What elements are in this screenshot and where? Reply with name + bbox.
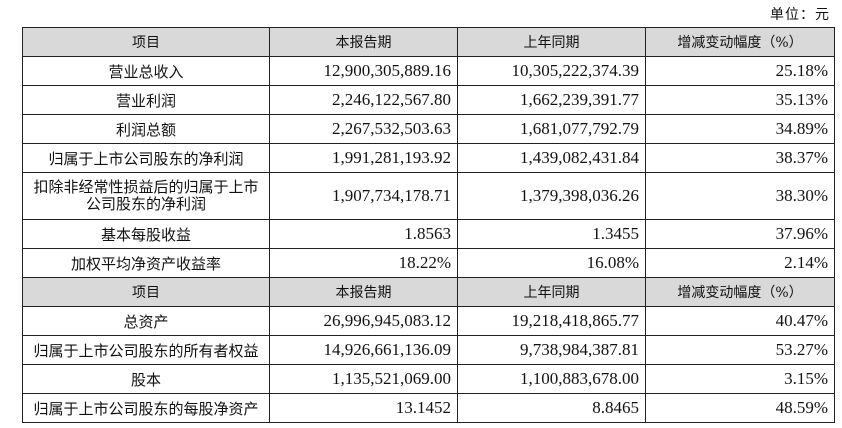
row-label: 归属于上市公司股东的所有者权益	[22, 335, 270, 365]
current-value: 1,135,521,069.00	[269, 364, 458, 394]
header-change: 增减变动幅度（%）	[645, 27, 835, 57]
row-label: 利润总额	[22, 114, 270, 144]
table-row: 股本 1,135,521,069.00 1,100,883,678.00 3.1…	[22, 364, 835, 394]
header-current: 本报告期	[269, 27, 458, 57]
change-value: 2.14%	[645, 248, 835, 278]
unit-label: 单位：元	[770, 7, 830, 23]
row-label: 营业利润	[22, 85, 270, 115]
change-value: 38.30%	[645, 172, 835, 220]
change-value: 3.15%	[645, 364, 835, 394]
table-row: 营业利润 2,246,122,567.80 1,662,239,391.77 3…	[22, 85, 835, 115]
header-item: 项目	[22, 27, 270, 57]
row-label: 加权平均净资产收益率	[22, 248, 270, 278]
header-row: 项目 本报告期 上年同期 增减变动幅度（%）	[22, 27, 835, 57]
current-value: 1,907,734,178.71	[269, 172, 458, 220]
table-row: 营业总收入 12,900,305,889.16 10,305,222,374.3…	[22, 56, 835, 86]
table-row: 归属于上市公司股东的每股净资产 13.1452 8.8465 48.59%	[22, 393, 835, 423]
previous-value: 1,379,398,036.26	[457, 172, 646, 220]
table-row: 加权平均净资产收益率 18.22% 16.08% 2.14%	[22, 248, 835, 278]
change-value: 25.18%	[645, 56, 835, 86]
table-row: 归属于上市公司股东的所有者权益 14,926,661,136.09 9,738,…	[22, 335, 835, 365]
current-value: 1,991,281,193.92	[269, 143, 458, 173]
current-value: 13.1452	[269, 393, 458, 423]
previous-value: 9,738,984,387.81	[457, 335, 646, 365]
row-label: 总资产	[22, 306, 270, 336]
financial-summary-table: 项目 本报告期 上年同期 增减变动幅度（%） 营业总收入 12,900,305,…	[22, 27, 835, 423]
previous-value: 16.08%	[457, 248, 646, 278]
change-value: 34.89%	[645, 114, 835, 144]
current-value: 2,267,532,503.63	[269, 114, 458, 144]
change-value: 38.37%	[645, 143, 835, 173]
previous-value: 10,305,222,374.39	[457, 56, 646, 86]
table-row: 基本每股收益 1.8563 1.3455 37.96%	[22, 219, 835, 249]
current-value: 14,926,661,136.09	[269, 335, 458, 365]
change-value: 40.47%	[645, 306, 835, 336]
previous-value: 19,218,418,865.77	[457, 306, 646, 336]
previous-value: 1,662,239,391.77	[457, 85, 646, 115]
table-row: 扣除非经常性损益后的归属于上市公司股东的净利润 1,907,734,178.71…	[22, 172, 835, 220]
previous-value: 1,100,883,678.00	[457, 364, 646, 394]
row-label: 归属于上市公司股东的每股净资产	[22, 393, 270, 423]
current-value: 1.8563	[269, 219, 458, 249]
row-label: 扣除非经常性损益后的归属于上市公司股东的净利润	[22, 172, 270, 220]
table-row: 归属于上市公司股东的净利润 1,991,281,193.92 1,439,082…	[22, 143, 835, 173]
previous-value: 8.8465	[457, 393, 646, 423]
change-value: 35.13%	[645, 85, 835, 115]
current-value: 26,996,945,083.12	[269, 306, 458, 336]
previous-value: 1.3455	[457, 219, 646, 249]
change-value: 48.59%	[645, 393, 835, 423]
header-row: 项目 本报告期 上年同期 增减变动幅度（%）	[22, 277, 835, 307]
previous-value: 1,681,077,792.79	[457, 114, 646, 144]
header-previous: 上年同期	[457, 27, 646, 57]
row-label: 营业总收入	[22, 56, 270, 86]
current-value: 18.22%	[269, 248, 458, 278]
change-value: 53.27%	[645, 335, 835, 365]
header-change: 增减变动幅度（%）	[645, 277, 835, 307]
row-label: 归属于上市公司股东的净利润	[22, 143, 270, 173]
table-row: 利润总额 2,267,532,503.63 1,681,077,792.79 3…	[22, 114, 835, 144]
previous-value: 1,439,082,431.84	[457, 143, 646, 173]
header-item: 项目	[22, 277, 270, 307]
row-label: 基本每股收益	[22, 219, 270, 249]
current-value: 12,900,305,889.16	[269, 56, 458, 86]
change-value: 37.96%	[645, 219, 835, 249]
table-row: 总资产 26,996,945,083.12 19,218,418,865.77 …	[22, 306, 835, 336]
current-value: 2,246,122,567.80	[269, 85, 458, 115]
header-current: 本报告期	[269, 277, 458, 307]
header-previous: 上年同期	[457, 277, 646, 307]
row-label: 股本	[22, 364, 270, 394]
